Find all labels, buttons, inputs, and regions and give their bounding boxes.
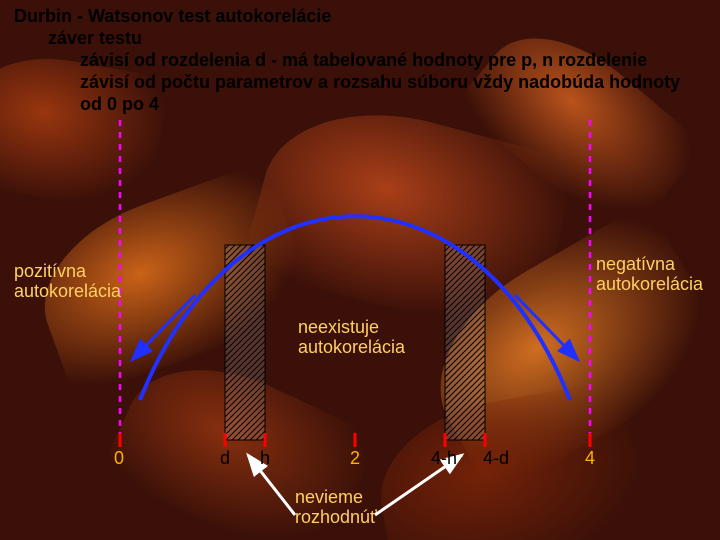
slide-stage: Durbin - Watsonov test autokoreláciezáve… — [0, 0, 720, 540]
header-line: od 0 po 4 — [80, 94, 159, 115]
tick-label-2: 2 — [350, 448, 360, 469]
header-line: závisí od rozdelenia d - má tabelované h… — [80, 50, 647, 71]
label-no-autocorr: neexistujeautokorelácia — [298, 318, 405, 358]
header-line: záver testu — [48, 28, 142, 49]
header-line: závisí od počtu parametrov a rozsahu súb… — [80, 72, 680, 93]
tick-label-h: h — [260, 448, 270, 469]
tick-label-0: 0 — [114, 448, 124, 469]
header-line: Durbin - Watsonov test autokorelácie — [14, 6, 331, 27]
tick-label-4-h: 4-h — [431, 448, 457, 469]
tick-label-4: 4 — [585, 448, 595, 469]
label-cannot-decide: neviemerozhodnúť — [295, 488, 377, 528]
label-positive-autocorr: pozitívnaautokorelácia — [14, 262, 121, 302]
tick-label-d: d — [220, 448, 230, 469]
bg-leaf — [367, 379, 653, 540]
label-negative-autocorr: negatívnaautokorelácia — [596, 255, 703, 295]
tick-label-4-d: 4-d — [483, 448, 509, 469]
